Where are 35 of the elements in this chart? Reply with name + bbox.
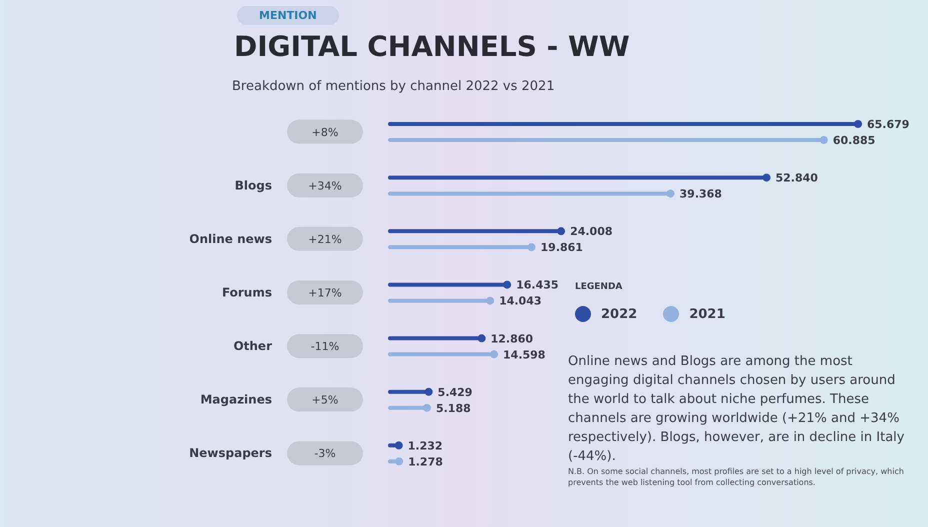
data-label: 52.840 <box>776 172 818 185</box>
legend-title: LEGENDA <box>575 282 624 292</box>
data-label: 14.043 <box>499 294 542 308</box>
data-label: 1.278 <box>408 455 443 468</box>
text: +21% <box>308 232 342 246</box>
data-label: 14.598 <box>503 348 546 362</box>
data-label: 19.861 <box>540 241 583 254</box>
y-tick-label: Newspapers <box>189 446 272 460</box>
annotation: Online news and Blogs are among the most engaging digital channels chosen by users around the world to talk about niche perfumes. These channels are growing worldwide (+21% and +34% respectively). Blogs, however, are in decline in Italy (-44%). <box>568 353 906 466</box>
data-label: 5.188 <box>436 402 471 415</box>
legend-label: 2022 <box>600 306 638 322</box>
y-tick-label: Other <box>233 339 272 354</box>
text: -3% <box>314 447 336 460</box>
text: MENTION <box>237 6 339 25</box>
text: +8% <box>312 126 338 139</box>
data-label: 5.429 <box>438 386 472 399</box>
y-tick-label: Magazines <box>200 392 272 407</box>
data-label: 1.232 <box>408 439 443 452</box>
annotation: N.B. On some social channels, most profiles are set to a high level of privacy, which prevents the web listening tool from collecting conversations. <box>568 466 905 488</box>
text: +34% <box>308 179 342 192</box>
text: +17% <box>308 286 342 300</box>
data-label: 39.368 <box>680 188 722 201</box>
legend-label: 2021 <box>688 306 726 322</box>
chart-subtitle: Breakdown of mentions by channel 2022 vs 2021 <box>232 79 555 94</box>
data-label: 60.885 <box>832 134 876 147</box>
data-label: 16.435 <box>516 278 559 292</box>
data-label: 24.008 <box>570 225 613 238</box>
text: +5% <box>312 394 338 407</box>
y-tick-label: Online news <box>189 232 272 246</box>
text: -11% <box>310 340 340 354</box>
data-label: 12.860 <box>490 332 534 346</box>
chart-title: DIGITAL CHANNELS - WW <box>234 30 630 63</box>
data-label: 65.679 <box>867 118 910 131</box>
y-tick-label: Forums <box>222 286 272 300</box>
y-tick-label: Blogs <box>234 178 272 192</box>
